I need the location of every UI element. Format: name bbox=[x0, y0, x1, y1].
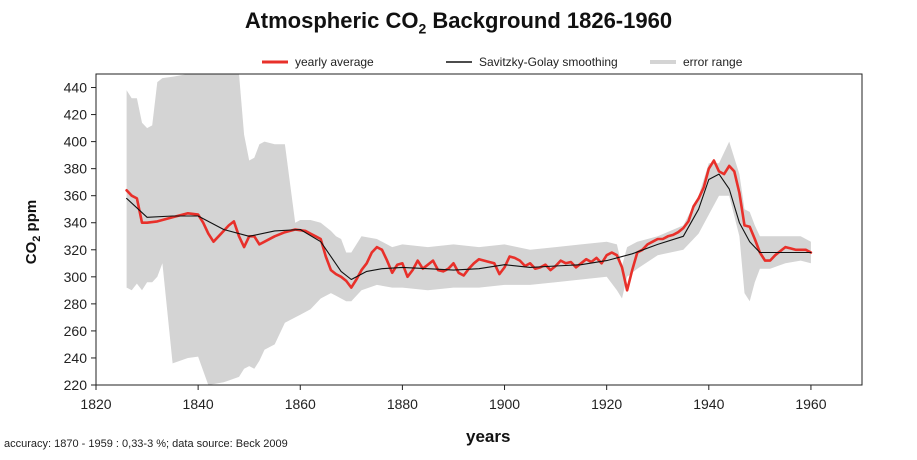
plot-area bbox=[125, 74, 813, 385]
x-axis-label: years bbox=[466, 427, 511, 446]
y-tick-label: 220 bbox=[64, 377, 88, 393]
x-tick-label: 1820 bbox=[80, 396, 111, 412]
x-tick-label: 1920 bbox=[591, 396, 622, 412]
footnote-annotation: accuracy: 1870 - 1959 : 0,33-3 %; data s… bbox=[4, 438, 288, 450]
y-tick-label: 300 bbox=[64, 269, 88, 285]
y-tick-label: 340 bbox=[64, 215, 88, 231]
y-tick-label: 440 bbox=[64, 80, 88, 96]
axes: 220 240 260 280 300 320 340 360 380 400 420 440 1820… bbox=[64, 73, 863, 412]
x-tick-label: 1880 bbox=[387, 396, 418, 412]
y-axis-label: CO2 ppm bbox=[23, 200, 43, 264]
chart-title: Atmospheric CO2 Background 1826-1960 bbox=[244, 8, 673, 37]
legend: yearly average Savitzky-Golay smoothing er… bbox=[262, 55, 743, 69]
y-tick-label: 360 bbox=[64, 188, 88, 204]
y-tick-label: 420 bbox=[64, 107, 88, 123]
y-tick-label: 280 bbox=[64, 296, 88, 312]
x-tick-label: 1900 bbox=[489, 396, 520, 412]
plot-frame bbox=[95, 73, 863, 386]
legend-label: error range bbox=[683, 55, 743, 69]
y-tick-label: 400 bbox=[64, 134, 88, 150]
x-tick-label: 1840 bbox=[183, 396, 214, 412]
error-range-band bbox=[126, 74, 811, 385]
x-tick-label: 1860 bbox=[285, 396, 316, 412]
y-tick-label: 240 bbox=[64, 350, 88, 366]
series-line-yearly-average bbox=[125, 159, 813, 292]
y-tick-label: 380 bbox=[64, 161, 88, 177]
x-tick-label: 1940 bbox=[693, 396, 724, 412]
legend-label: Savitzky-Golay smoothing bbox=[479, 55, 618, 69]
x-tick-label: 1960 bbox=[795, 396, 826, 412]
y-tick-label: 320 bbox=[64, 242, 88, 258]
legend-label: yearly average bbox=[295, 55, 374, 69]
y-tick-label: 260 bbox=[64, 323, 88, 339]
series-line-savitzky-golay bbox=[126, 173, 812, 281]
